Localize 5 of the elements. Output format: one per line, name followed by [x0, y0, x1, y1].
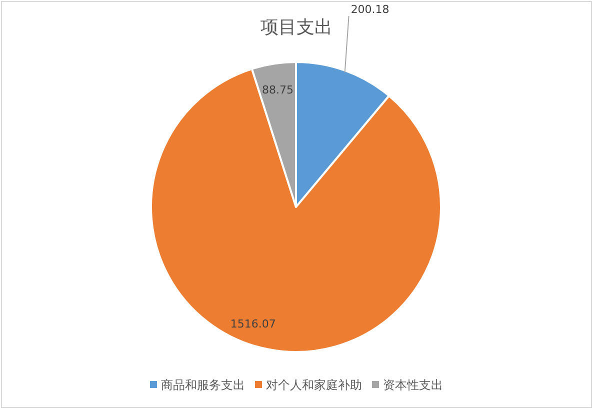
legend-label: 商品和服务支出: [161, 378, 245, 392]
title: 项目支出: [260, 17, 332, 38]
legend: 商品和服务支出 对个人和家庭补助 资本性支出: [150, 378, 443, 392]
legend-label: 资本性支出: [383, 378, 443, 392]
legend-label: 对个人和家庭补助: [266, 378, 362, 392]
